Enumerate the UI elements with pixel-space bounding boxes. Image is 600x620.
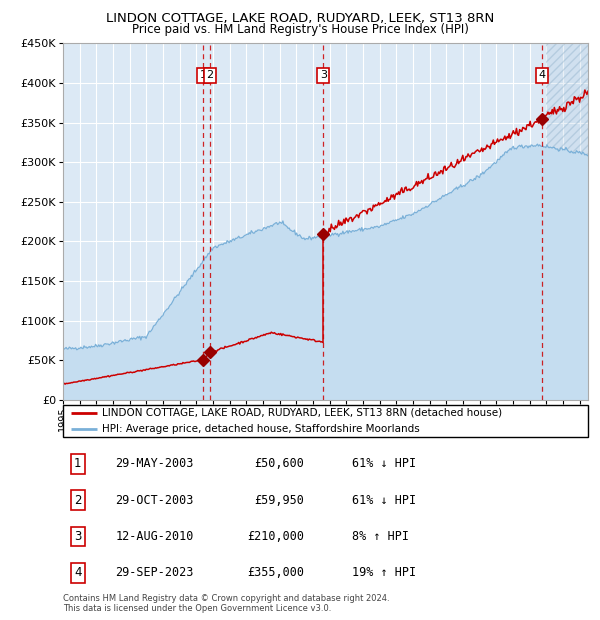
FancyBboxPatch shape: [63, 405, 588, 437]
Text: 4: 4: [74, 567, 82, 580]
Text: £210,000: £210,000: [248, 530, 305, 543]
Text: 29-OCT-2003: 29-OCT-2003: [115, 494, 194, 507]
Text: £50,600: £50,600: [254, 457, 305, 470]
Text: 19% ↑ HPI: 19% ↑ HPI: [352, 567, 416, 580]
Text: 8% ↑ HPI: 8% ↑ HPI: [352, 530, 409, 543]
Text: 12-AUG-2010: 12-AUG-2010: [115, 530, 194, 543]
Text: Contains HM Land Registry data © Crown copyright and database right 2024.
This d: Contains HM Land Registry data © Crown c…: [63, 594, 389, 613]
Text: £355,000: £355,000: [248, 567, 305, 580]
Text: HPI: Average price, detached house, Staffordshire Moorlands: HPI: Average price, detached house, Staf…: [103, 424, 420, 434]
Text: 29-SEP-2023: 29-SEP-2023: [115, 567, 194, 580]
Text: 29-MAY-2003: 29-MAY-2003: [115, 457, 194, 470]
Text: Price paid vs. HM Land Registry's House Price Index (HPI): Price paid vs. HM Land Registry's House …: [131, 23, 469, 36]
Text: 1: 1: [200, 70, 206, 80]
Text: LINDON COTTAGE, LAKE ROAD, RUDYARD, LEEK, ST13 8RN: LINDON COTTAGE, LAKE ROAD, RUDYARD, LEEK…: [106, 12, 494, 25]
Text: £59,950: £59,950: [254, 494, 305, 507]
Text: 2: 2: [74, 494, 82, 507]
Text: LINDON COTTAGE, LAKE ROAD, RUDYARD, LEEK, ST13 8RN (detached house): LINDON COTTAGE, LAKE ROAD, RUDYARD, LEEK…: [103, 408, 503, 418]
Bar: [547, 43, 588, 400]
Text: 1: 1: [74, 457, 82, 470]
Bar: [547, 43, 588, 400]
Text: 4: 4: [539, 70, 546, 80]
Text: 61% ↓ HPI: 61% ↓ HPI: [352, 457, 416, 470]
Text: 3: 3: [320, 70, 327, 80]
Text: 61% ↓ HPI: 61% ↓ HPI: [352, 494, 416, 507]
Text: 2: 2: [206, 70, 214, 80]
Text: 3: 3: [74, 530, 82, 543]
